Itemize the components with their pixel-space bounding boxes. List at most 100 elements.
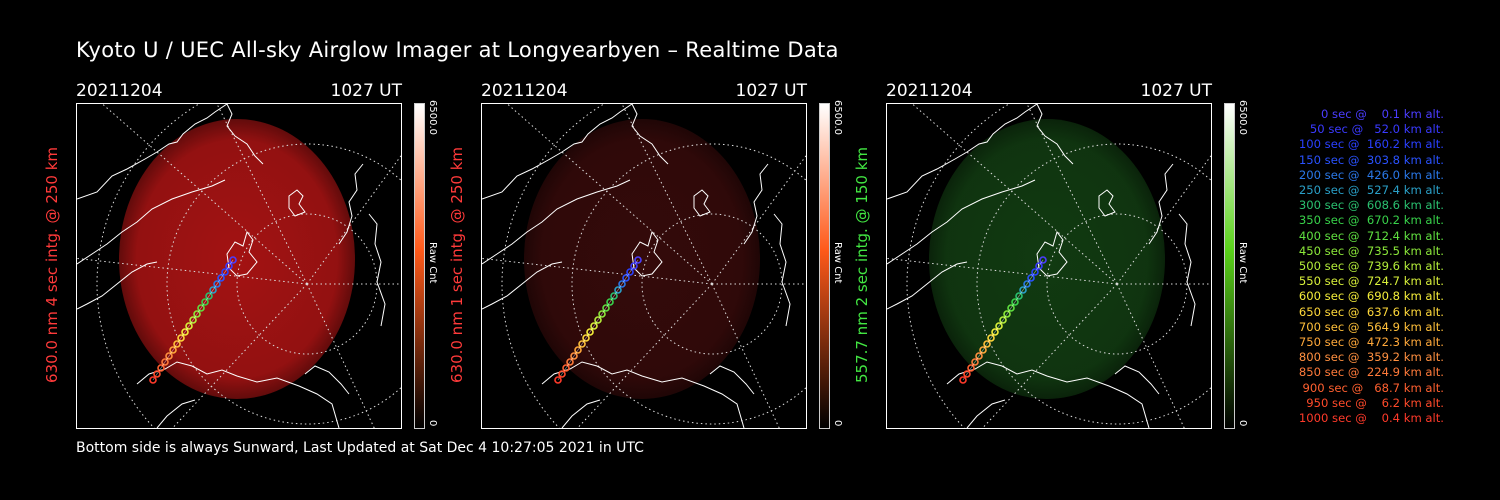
coastline bbox=[482, 179, 631, 265]
trajectory-point bbox=[554, 376, 562, 384]
legend-row: 850 sec @ 224.9 km alt. bbox=[1295, 365, 1444, 380]
panel-time: 1027 UT bbox=[1140, 81, 1213, 101]
longitude-grid-line bbox=[77, 257, 308, 285]
panel-time: 1027 UT bbox=[735, 81, 808, 101]
coastline bbox=[966, 399, 1006, 428]
coastline bbox=[1036, 104, 1074, 165]
panel-557-2sec: 20211204 1027 UT 557.7 nm 2 sec intg. @ … bbox=[853, 80, 1286, 435]
colorbar-unit-label: Raw Cnt bbox=[1237, 242, 1248, 284]
panel-630-4sec: 20211204 1027 UT 630.0 nm 4 sec intg. @ … bbox=[43, 80, 476, 435]
trajectory-point bbox=[1023, 280, 1031, 288]
allsky-map bbox=[887, 104, 1211, 428]
legend-row: 500 sec @ 739.6 km alt. bbox=[1295, 259, 1444, 274]
trajectory-point bbox=[213, 280, 221, 288]
coastline bbox=[946, 361, 1150, 428]
longitude-grid-line bbox=[911, 104, 1118, 285]
coastline bbox=[1114, 365, 1160, 395]
coastline bbox=[156, 399, 196, 428]
trajectory-point bbox=[594, 316, 602, 324]
trajectory-point bbox=[157, 364, 165, 372]
trajectory-point bbox=[999, 316, 1007, 324]
trajectory-point bbox=[983, 340, 991, 348]
allsky-map bbox=[482, 104, 806, 428]
panel-ylabel: 557.7 nm 2 sec intg. @ 150 km bbox=[853, 146, 871, 384]
coastline bbox=[368, 213, 386, 327]
island-outline bbox=[288, 189, 306, 217]
legend-row: 900 sec @ 68.7 km alt. bbox=[1298, 380, 1444, 395]
colorbar-min-label: 0 bbox=[427, 420, 438, 427]
trajectory-point bbox=[622, 274, 630, 282]
coastline bbox=[1178, 213, 1196, 327]
trajectory-point bbox=[590, 322, 598, 330]
coastline bbox=[77, 179, 226, 265]
trajectory-point bbox=[1003, 310, 1011, 318]
panel-time: 1027 UT bbox=[330, 81, 403, 101]
colorbar-max-label: 6500.0 bbox=[832, 100, 843, 135]
coastline bbox=[1148, 163, 1174, 245]
colorbar-unit-label: Raw Cnt bbox=[427, 242, 438, 284]
legend-row: 300 sec @ 608.6 km alt. bbox=[1295, 198, 1444, 213]
allsky-image-frame bbox=[76, 103, 402, 429]
latitude-grid-line bbox=[1046, 213, 1188, 355]
trajectory-line bbox=[152, 259, 234, 381]
trajectory-point bbox=[1019, 286, 1027, 294]
longitude-grid-line bbox=[711, 283, 780, 428]
trajectory-point bbox=[1031, 268, 1039, 276]
trajectory-point bbox=[149, 376, 157, 384]
trajectory-point bbox=[995, 322, 1003, 330]
legend-row: 50 sec @ 52.0 km alt. bbox=[1302, 122, 1444, 137]
trajectory-point bbox=[971, 358, 979, 366]
trajectory-point bbox=[991, 328, 999, 336]
footer-note: Bottom side is always Sunward, Last Upda… bbox=[76, 440, 644, 456]
trajectory-point bbox=[582, 334, 590, 342]
coastline bbox=[226, 104, 264, 165]
coastline bbox=[338, 163, 364, 245]
trajectory-point bbox=[1015, 292, 1023, 300]
trajectory-point bbox=[630, 262, 638, 270]
legend-row: 1000 sec @ 0.4 km alt. bbox=[1298, 411, 1444, 426]
legend-row: 800 sec @ 359.2 km alt. bbox=[1295, 350, 1444, 365]
legend-row: 950 sec @ 6.2 km alt. bbox=[1302, 395, 1444, 410]
legend-row: 350 sec @ 670.2 km alt. bbox=[1295, 213, 1444, 228]
coastline bbox=[77, 261, 158, 310]
trajectory-point bbox=[229, 256, 237, 264]
latitude-grid-line bbox=[641, 213, 783, 355]
longitude-grid-line bbox=[506, 104, 713, 285]
trajectory-point bbox=[189, 316, 197, 324]
legend-row: 150 sec @ 303.8 km alt. bbox=[1295, 152, 1444, 167]
trajectory-point bbox=[586, 328, 594, 336]
legend-row: 450 sec @ 735.5 km alt. bbox=[1295, 243, 1444, 258]
legend-row: 400 sec @ 712.4 km alt. bbox=[1295, 228, 1444, 243]
trajectory-point bbox=[221, 268, 229, 276]
longitude-grid-line bbox=[887, 257, 1118, 285]
trajectory-point bbox=[614, 286, 622, 294]
legend-row: 100 sec @ 160.2 km alt. bbox=[1295, 137, 1444, 152]
trajectory-line bbox=[962, 259, 1044, 381]
colorbar-min-label: 0 bbox=[1237, 420, 1248, 427]
trajectory-point bbox=[602, 304, 610, 312]
colorbar bbox=[1224, 103, 1235, 429]
trajectory-point bbox=[566, 358, 574, 366]
trajectory-point bbox=[967, 364, 975, 372]
panel-date: 20211204 bbox=[886, 81, 973, 101]
coastline bbox=[136, 361, 340, 428]
trajectory-point bbox=[225, 262, 233, 270]
panel-date: 20211204 bbox=[481, 81, 568, 101]
airglow-image bbox=[929, 119, 1165, 399]
trajectory-point bbox=[975, 352, 983, 360]
longitude-grid-line bbox=[101, 104, 308, 285]
longitude-grid-line bbox=[482, 257, 713, 285]
longitude-grid-line bbox=[306, 283, 375, 428]
colorbar-max-label: 6500.0 bbox=[427, 100, 438, 135]
trajectory-point bbox=[959, 376, 967, 384]
trajectory-point bbox=[153, 370, 161, 378]
island-outline bbox=[1098, 189, 1116, 217]
island-outline bbox=[693, 189, 711, 217]
coastline bbox=[561, 399, 601, 428]
panel-630-1sec: 20211204 1027 UT 630.0 nm 1 sec intg. @ … bbox=[448, 80, 881, 435]
island-outline bbox=[226, 230, 258, 277]
coastline bbox=[773, 213, 791, 327]
trajectory-point bbox=[1011, 298, 1019, 306]
legend-row: 600 sec @ 690.8 km alt. bbox=[1295, 289, 1444, 304]
trajectory-point bbox=[610, 292, 618, 300]
